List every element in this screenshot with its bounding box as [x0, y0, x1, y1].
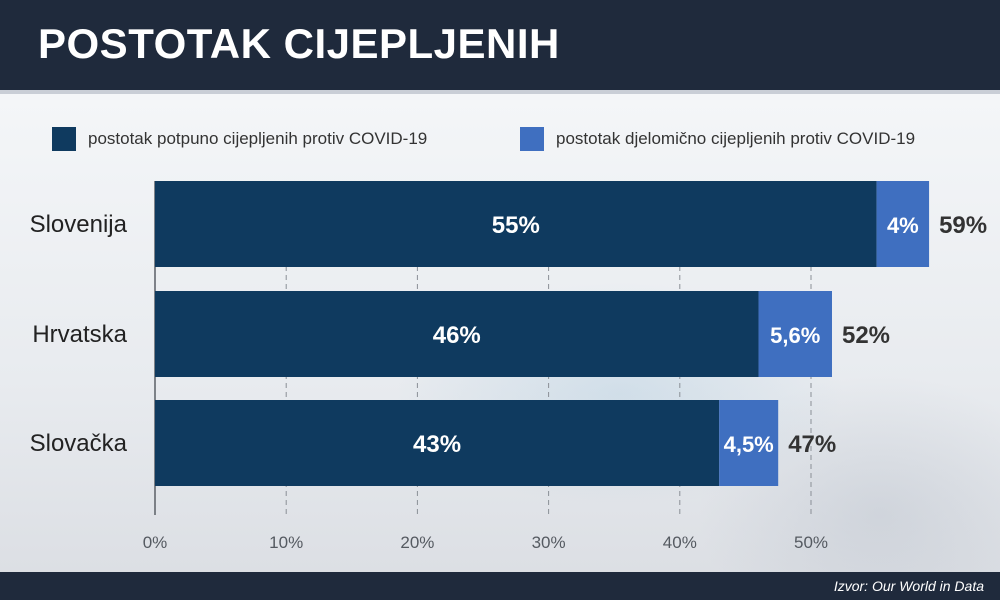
x-tick-label: 30% [532, 533, 566, 552]
bar-full [155, 181, 877, 267]
data-label-partial: 5,6% [770, 323, 820, 348]
page-title: POSTOTAK CIJEPLJENIH [38, 20, 560, 67]
category-label: Slovenija [30, 211, 128, 238]
legend-label-full: postotak potpuno cijepljenih protiv COVI… [88, 129, 428, 148]
data-label-total: 47% [788, 431, 836, 458]
data-label-partial: 4,5% [724, 432, 774, 457]
legend-label-partial: postotak djelomično cijepljenih protiv C… [556, 129, 916, 148]
x-tick-label: 0% [143, 533, 168, 552]
x-tick-label: 20% [400, 533, 434, 552]
bar-partial [758, 291, 832, 377]
data-label-partial: 4% [887, 213, 919, 238]
data-label-full: 43% [413, 431, 461, 458]
data-label-total: 52% [842, 322, 890, 349]
data-label-full: 46% [433, 322, 481, 349]
x-tick-label: 40% [663, 533, 697, 552]
legend-item-partial: postotak djelomično cijepljenih protiv C… [520, 124, 915, 154]
data-label-full: 55% [492, 212, 540, 239]
x-tick-label: 10% [269, 533, 303, 552]
x-tick-label: 50% [794, 533, 828, 552]
header-bar: POSTOTAK CIJEPLJENIH [0, 0, 1000, 90]
category-label: Slovačka [30, 430, 128, 457]
legend-swatch-partial [520, 127, 544, 151]
bar-full [155, 291, 759, 377]
bar-full [155, 400, 720, 486]
data-label-total: 59% [939, 212, 987, 239]
footer-bar: Izvor: Our World in Data [0, 572, 1000, 600]
header-divider [0, 90, 1000, 94]
chart-legend: postotak potpuno cijepljenih protiv COVI… [52, 124, 952, 154]
bar-partial [719, 400, 779, 486]
legend-swatch-full [52, 127, 76, 151]
source-note: Izvor: Our World in Data [833, 578, 984, 594]
legend-item-full: postotak potpuno cijepljenih protiv COVI… [52, 124, 427, 154]
bar-partial [876, 181, 930, 267]
bar-chart: 0% 10% 20% 30% 40% 50% Slovenija 55% 4% 59% Hrvats… [30, 181, 987, 552]
category-label: Hrvatska [32, 321, 127, 348]
